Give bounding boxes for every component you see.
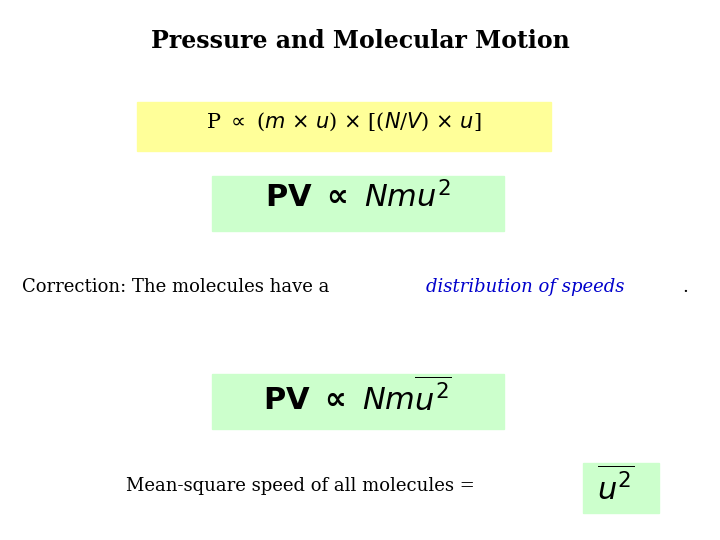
Text: $\mathbf{PV\ \propto}$ $\mathit{Nmu^{2}}$: $\mathbf{PV\ \propto}$ $\mathit{Nmu^{2}}… — [265, 181, 451, 213]
FancyBboxPatch shape — [212, 374, 504, 429]
Text: Mean-square speed of all molecules =: Mean-square speed of all molecules = — [126, 477, 480, 495]
FancyBboxPatch shape — [212, 176, 504, 231]
Text: Pressure and Molecular Motion: Pressure and Molecular Motion — [150, 29, 570, 52]
Text: Correction: The molecules have a: Correction: The molecules have a — [22, 278, 335, 295]
Text: $\mathbf{PV\ \propto}$ $\mathit{Nm\overline{u^{2}}}$: $\mathbf{PV\ \propto}$ $\mathit{Nm\overl… — [264, 377, 452, 417]
Text: $\mathit{\overline{u^{2}}}$: $\mathit{\overline{u^{2}}}$ — [597, 466, 634, 506]
Text: distribution of speeds: distribution of speeds — [426, 278, 624, 295]
Text: P $\propto$ ($m$ $\times$ $u$) $\times$ [($N$/$V$) $\times$ $u$]: P $\propto$ ($m$ $\times$ $u$) $\times$ … — [206, 110, 481, 133]
FancyBboxPatch shape — [137, 102, 551, 151]
Text: .: . — [682, 278, 688, 295]
FancyBboxPatch shape — [583, 463, 659, 513]
